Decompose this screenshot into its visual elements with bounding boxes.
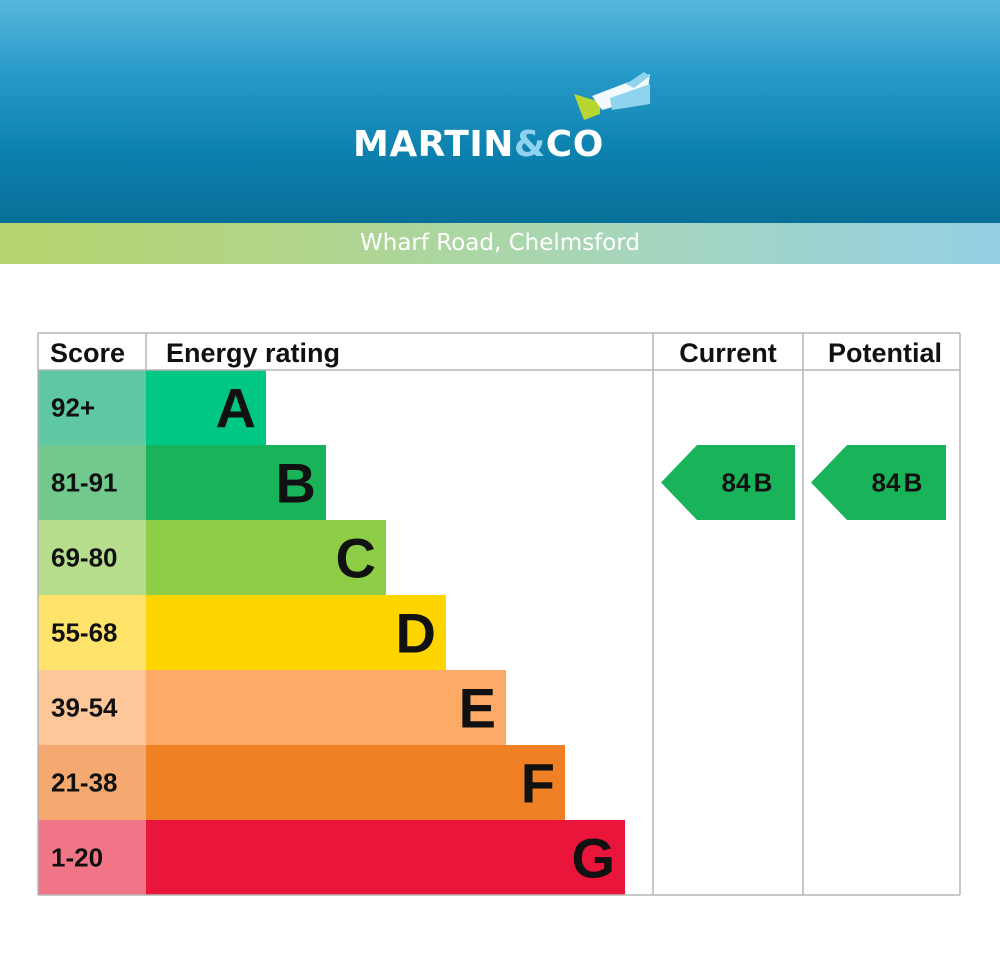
potential-rating-letter: B [904,468,923,498]
rating-letter-a: A [216,377,256,440]
header-banner: MARTIN&CO [0,0,1000,223]
martin-co-logo: MARTIN&CO [350,70,650,165]
property-address: Wharf Road, Chelmsford [360,230,640,256]
score-label-f: 21-38 [51,768,118,798]
score-cell-c [38,520,146,595]
rating-bar-e [146,670,506,745]
score-label-a: 92+ [51,393,95,423]
score-label-d: 55-68 [51,618,118,648]
score-cell-d [38,595,146,670]
potential-rating-arrow [811,445,946,520]
house-roof-icon [574,72,650,120]
score-label-b: 81-91 [51,468,118,498]
potential-rating-value: 84 [872,468,901,498]
rating-bar-d [146,595,446,670]
rating-letter-e: E [459,677,496,740]
current-rating-arrow [661,445,795,520]
rating-bar-g [146,820,625,895]
score-label-g: 1-20 [51,843,103,873]
rating-bar-b [146,445,326,520]
score-label-c: 69-80 [51,543,118,573]
logo-ampersand: & [513,124,546,165]
current-rating-value: 84 [722,468,751,498]
rating-letter-f: F [521,752,555,815]
score-cell-g [38,820,146,895]
rating-bar-a [146,370,266,445]
score-label-e: 39-54 [51,693,118,723]
rating-letter-d: D [396,602,436,665]
column-header-current: Current [679,338,777,368]
rating-bar-c [146,520,386,595]
address-band: Wharf Road, Chelmsford [0,223,1000,264]
column-header-score: Score [50,338,125,368]
rating-letter-c: C [336,527,376,590]
rating-letter-b: B [276,452,316,515]
score-cell-a [38,370,146,445]
logo-name: MARTIN [353,124,514,165]
column-header-energy-rating: Energy rating [166,338,340,368]
score-cell-e [38,670,146,745]
column-header-potential: Potential [828,338,942,368]
logo-suffix: CO [545,124,604,165]
score-cell-f [38,745,146,820]
current-rating-letter: B [754,468,773,498]
rating-letter-g: G [571,827,615,890]
score-cell-b [38,445,146,520]
logo-wordmark: MARTIN&CO [353,125,604,165]
rating-bar-f [146,745,565,820]
